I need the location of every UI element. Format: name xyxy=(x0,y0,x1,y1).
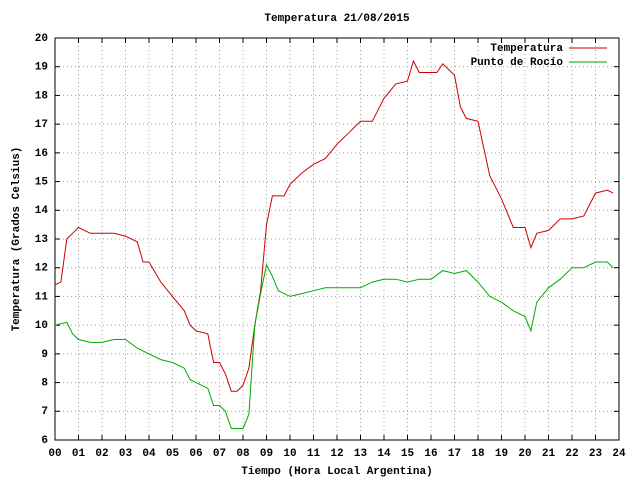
x-tick-label: 03 xyxy=(119,448,133,460)
y-tick-label: 20 xyxy=(35,33,48,45)
x-tick-label: 22 xyxy=(565,448,578,460)
plot-border xyxy=(54,37,620,441)
y-tick-label: 17 xyxy=(35,119,48,131)
y-tick-label: 15 xyxy=(35,176,49,188)
x-tick-label: 20 xyxy=(518,448,531,460)
x-tick-label: 16 xyxy=(424,448,437,460)
x-tick-label: 07 xyxy=(213,448,226,460)
y-tick-label: 12 xyxy=(35,263,48,275)
x-tick-label: 13 xyxy=(354,448,368,460)
y-tick-label: 18 xyxy=(35,90,49,102)
legend-label: Punto de Rocío xyxy=(471,57,564,69)
x-tick-label: 15 xyxy=(401,448,415,460)
x-tick-label: 08 xyxy=(236,448,250,460)
x-tick-label: 10 xyxy=(283,448,296,460)
series-line xyxy=(54,59,614,392)
x-tick-label: 02 xyxy=(95,448,108,460)
x-tick-label: 06 xyxy=(189,448,202,460)
x-tick-label: 18 xyxy=(471,448,485,460)
x-tick-label: 11 xyxy=(307,448,321,460)
y-tick-label: 9 xyxy=(41,349,48,361)
x-tick-label: 01 xyxy=(72,448,86,460)
y-tick-label: 10 xyxy=(35,320,48,332)
x-tick-label: 19 xyxy=(495,448,508,460)
y-tick-label: 19 xyxy=(35,62,48,74)
y-tick-label: 16 xyxy=(35,148,48,160)
x-tick-label: 17 xyxy=(448,448,461,460)
legend-label: Temperatura xyxy=(490,43,563,55)
y-tick-label: 6 xyxy=(41,435,48,447)
x-tick-label: 09 xyxy=(260,448,273,460)
x-tick-label: 14 xyxy=(377,448,391,460)
x-tick-label: 23 xyxy=(589,448,603,460)
y-tick-label: 14 xyxy=(35,205,49,217)
x-tick-label: 05 xyxy=(166,448,180,460)
y-tick-label: 13 xyxy=(35,234,49,246)
chart-title: Temperatura 21/08/2015 xyxy=(264,13,410,25)
series-line xyxy=(54,261,614,429)
y-tick-label: 11 xyxy=(35,291,49,303)
y-axis-label: Temperatura (Grados Celsius) xyxy=(11,147,23,332)
y-tick-label: 7 xyxy=(41,406,48,418)
x-tick-label: 24 xyxy=(612,448,626,460)
y-tick-label: 8 xyxy=(41,377,48,389)
x-tick-label: 00 xyxy=(48,448,61,460)
x-axis-label: Tiempo (Hora Local Argentina) xyxy=(241,466,432,478)
x-tick-label: 04 xyxy=(142,448,156,460)
x-tick-label: 21 xyxy=(542,448,556,460)
x-tick-label: 12 xyxy=(330,448,343,460)
